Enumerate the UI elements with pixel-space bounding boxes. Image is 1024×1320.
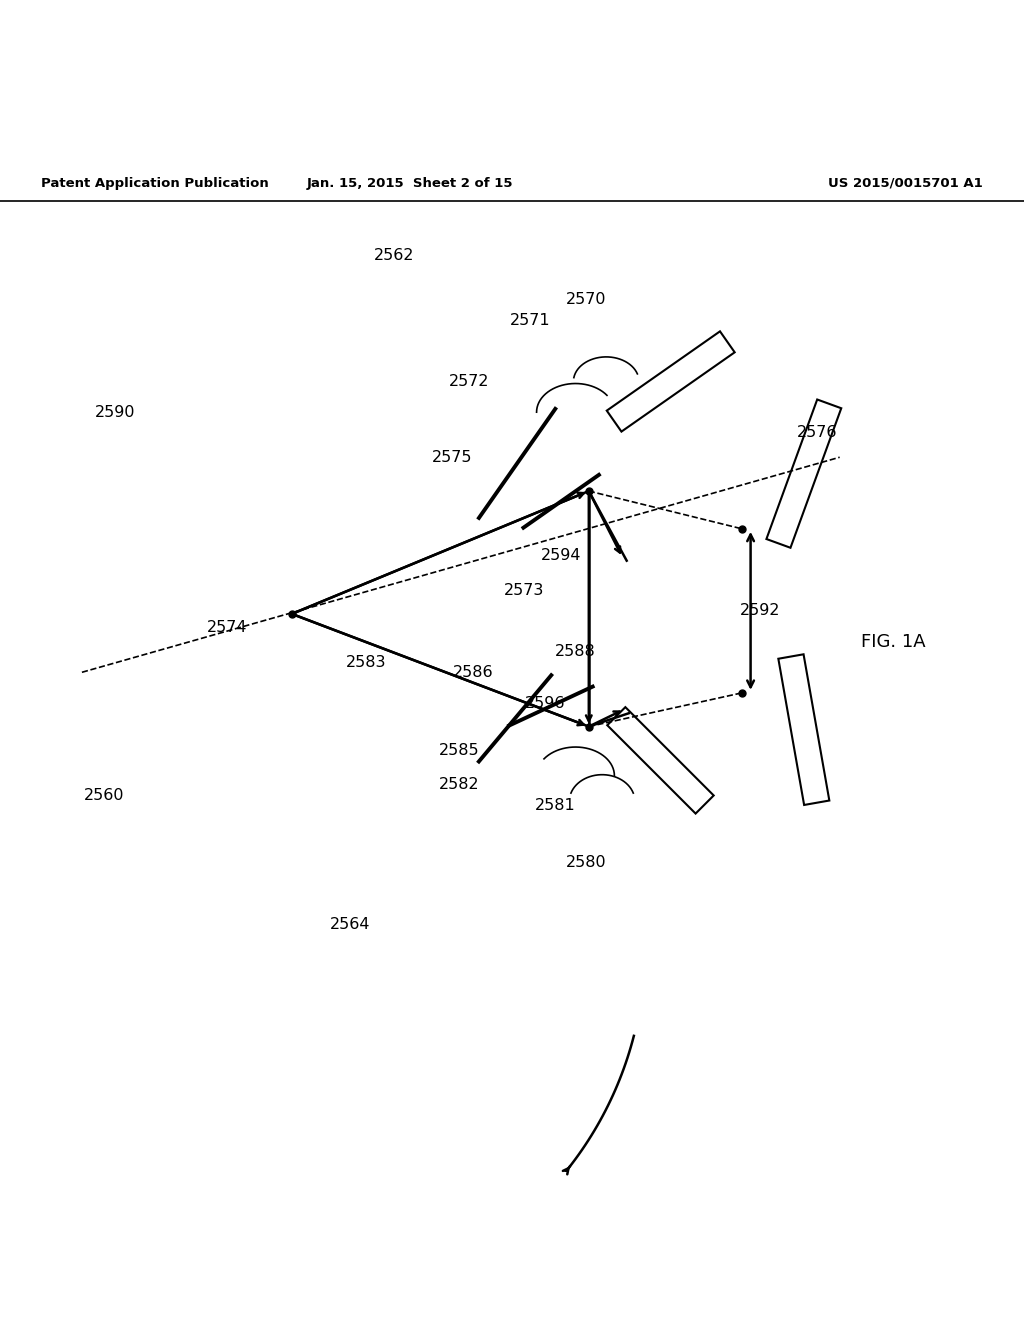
Text: 2581: 2581 bbox=[535, 797, 575, 813]
Text: FIG. 1A: FIG. 1A bbox=[860, 632, 926, 651]
Text: 2588: 2588 bbox=[555, 644, 596, 659]
Text: 2576: 2576 bbox=[797, 425, 838, 440]
Text: 2592: 2592 bbox=[739, 603, 780, 618]
Text: 2562: 2562 bbox=[374, 248, 415, 263]
Text: 2586: 2586 bbox=[453, 665, 494, 680]
Text: 2590: 2590 bbox=[94, 405, 135, 420]
Text: Jan. 15, 2015  Sheet 2 of 15: Jan. 15, 2015 Sheet 2 of 15 bbox=[306, 177, 513, 190]
Text: 2564: 2564 bbox=[330, 916, 371, 932]
Text: Patent Application Publication: Patent Application Publication bbox=[41, 177, 268, 190]
Text: 2575: 2575 bbox=[432, 450, 473, 465]
Text: 2582: 2582 bbox=[438, 777, 479, 792]
Text: 2580: 2580 bbox=[565, 855, 606, 870]
Text: 2571: 2571 bbox=[510, 313, 551, 327]
Text: 2573: 2573 bbox=[504, 583, 545, 598]
Text: 2570: 2570 bbox=[565, 292, 606, 308]
Text: 2574: 2574 bbox=[207, 619, 248, 635]
Text: US 2015/0015701 A1: US 2015/0015701 A1 bbox=[828, 177, 983, 190]
Text: 2585: 2585 bbox=[438, 743, 479, 758]
Text: 2560: 2560 bbox=[84, 788, 125, 803]
Text: 2594: 2594 bbox=[541, 548, 582, 564]
Text: 2596: 2596 bbox=[524, 696, 565, 710]
Text: 2572: 2572 bbox=[449, 374, 489, 389]
Text: 2583: 2583 bbox=[346, 655, 387, 669]
